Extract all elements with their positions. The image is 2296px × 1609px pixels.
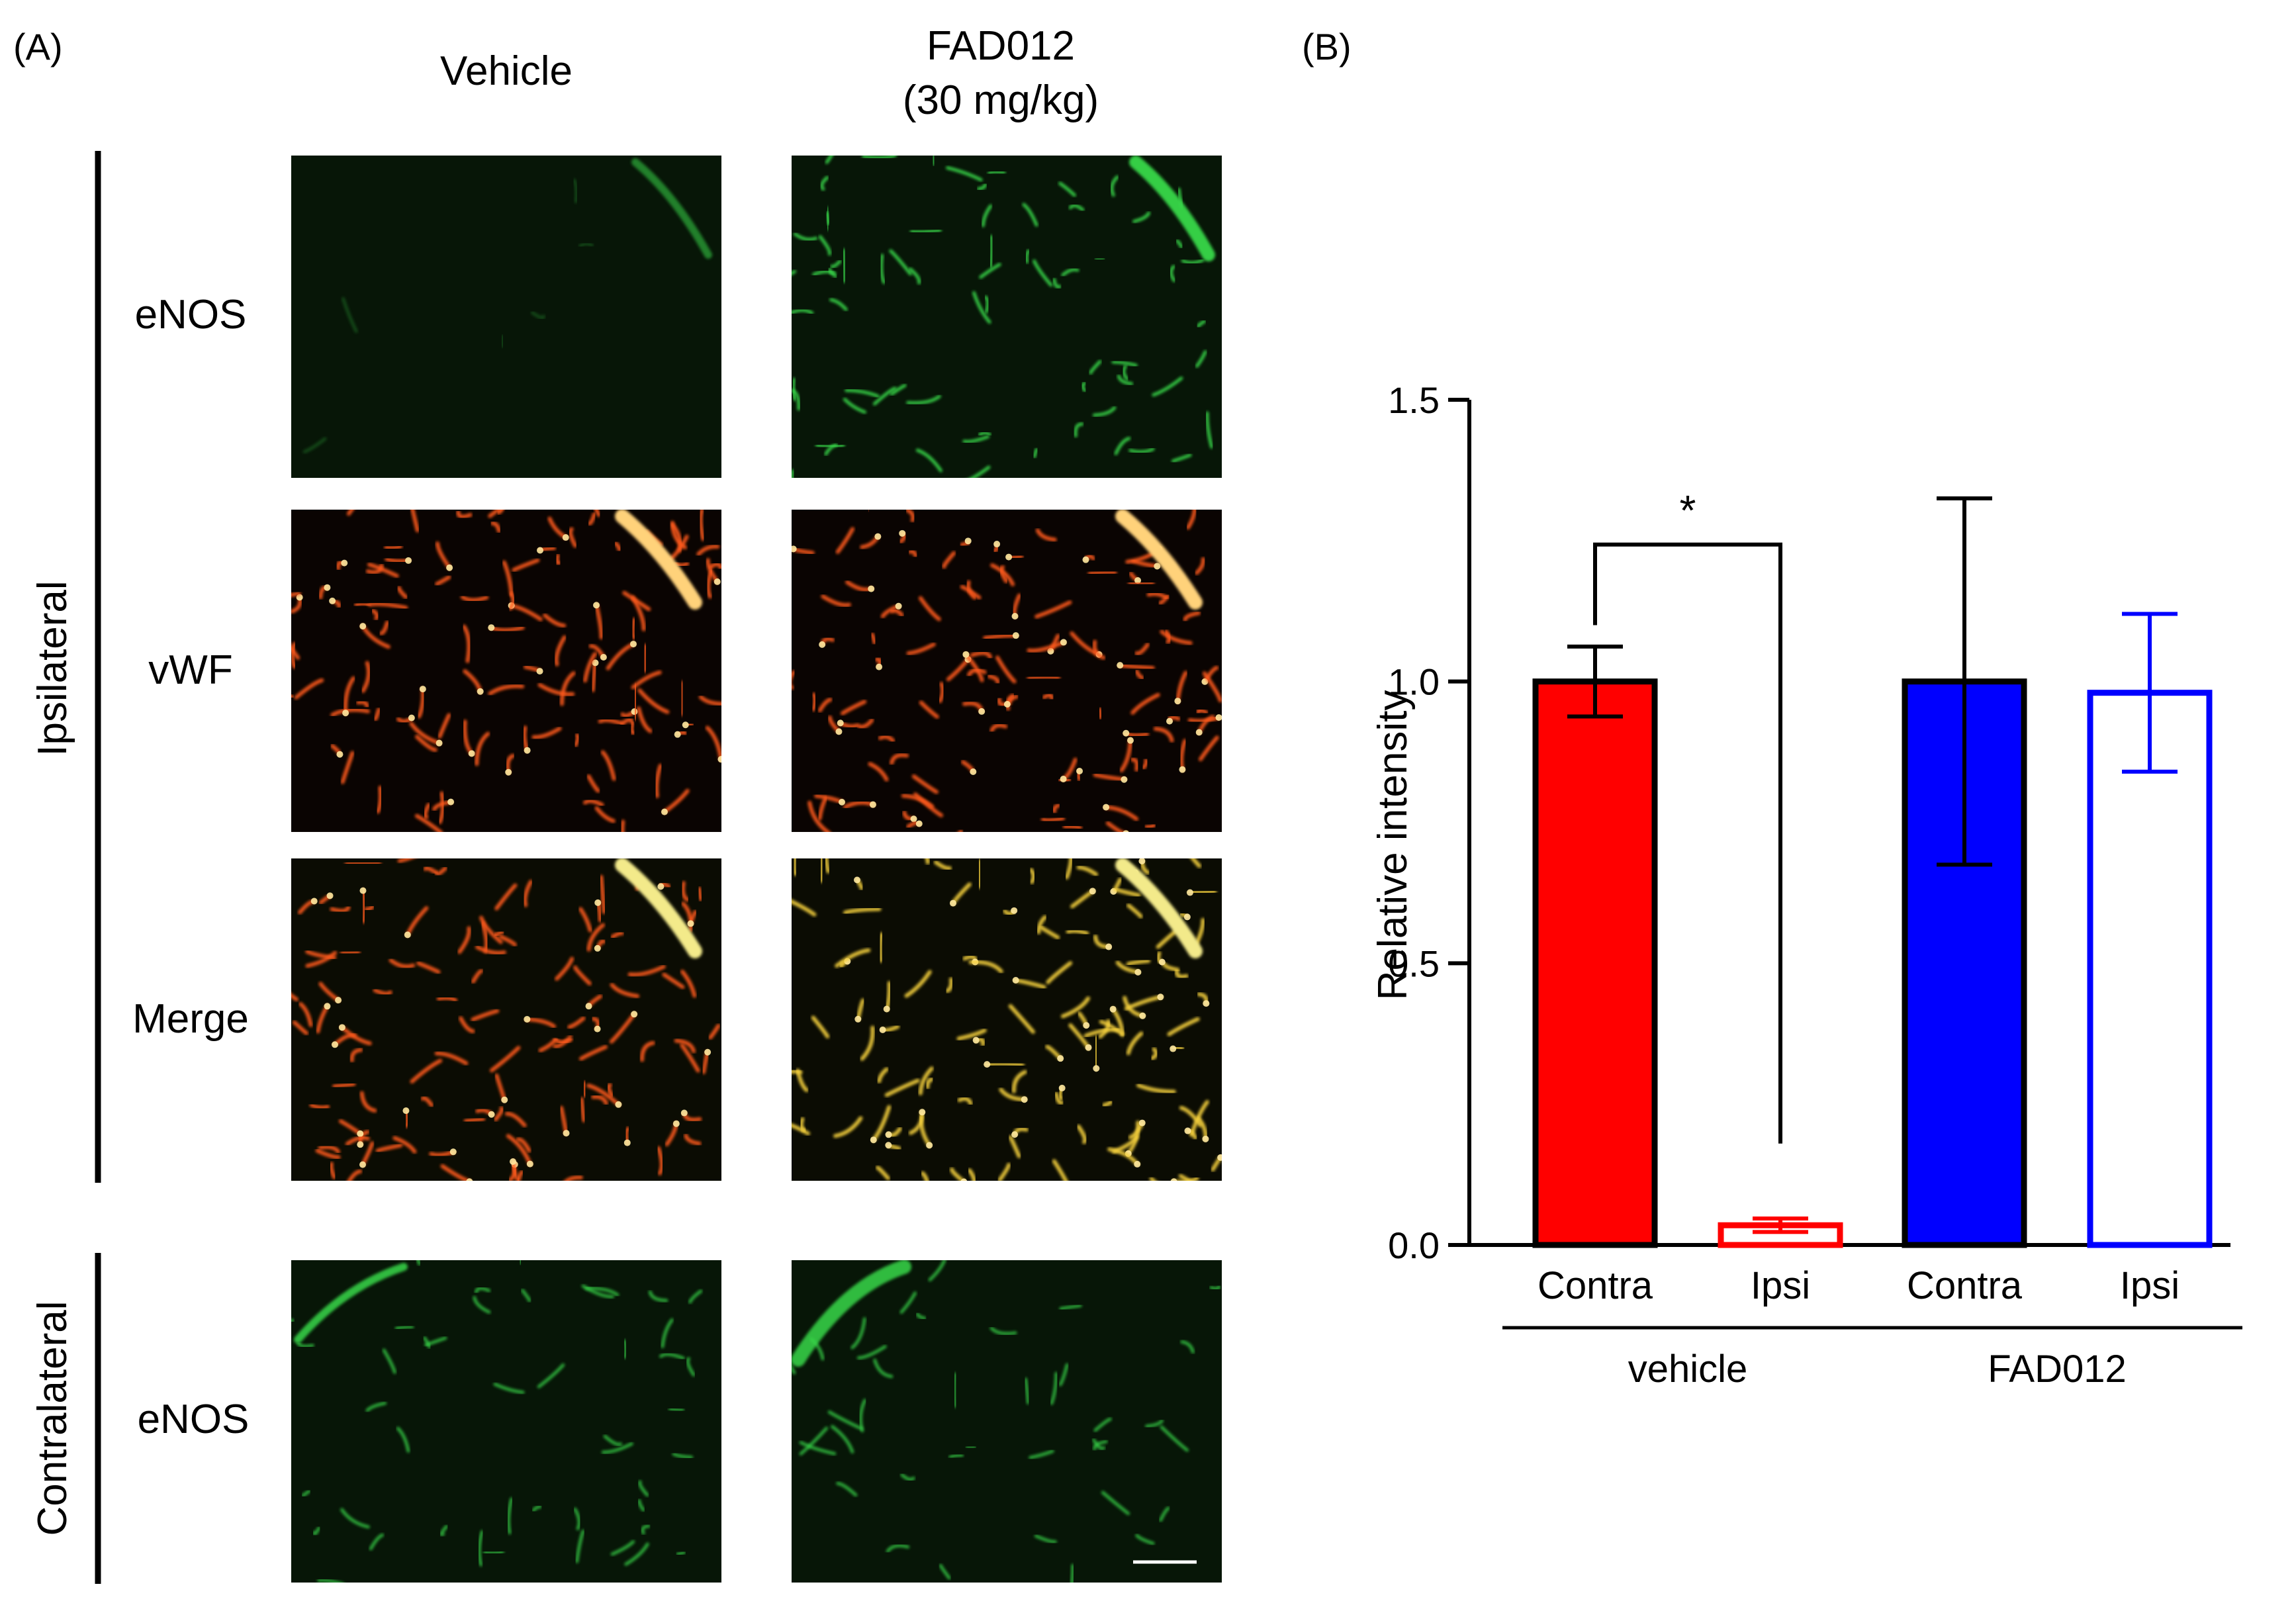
error-bar <box>2122 612 2178 774</box>
group-label: FAD012 <box>1988 1348 2127 1391</box>
micrograph-vwf-fad012 <box>792 510 1222 832</box>
micrograph-merge-vehicle <box>291 858 721 1181</box>
x-tick-label: Contra <box>1538 1264 1653 1307</box>
y-tick-label: 1.0 <box>1388 661 1440 703</box>
x-tick-label: Contra <box>1907 1264 2023 1307</box>
error-bar <box>1937 496 1992 867</box>
micrograph-merge-fad012 <box>792 858 1222 1181</box>
group-label-ipsilateral: Ipsilateral <box>30 580 75 756</box>
micrograph-enos-vehicle <box>291 156 721 478</box>
micrograph-enos-contralateral-vehicle <box>291 1260 721 1583</box>
row-label-vwf: vWF <box>148 647 232 693</box>
y-tick-label: 1.5 <box>1388 379 1440 421</box>
column-header-dose: (30 mg/kg) <box>903 77 1099 123</box>
column-header-fad012: FAD012 <box>927 23 1075 69</box>
y-tick-label: 0.5 <box>1388 942 1440 984</box>
error-bar <box>1567 644 1623 719</box>
group-label-contralateral: Contralateral <box>30 1301 75 1536</box>
micrograph-vwf-vehicle <box>291 510 721 832</box>
group-label: vehicle <box>1628 1348 1748 1391</box>
y-tick-label: 0.0 <box>1388 1224 1440 1266</box>
bar <box>2087 690 2213 1248</box>
y-axis-label: Relative intensity <box>1370 690 1416 1001</box>
bar <box>1532 678 1658 1248</box>
row-label-merge: Merge <box>132 996 249 1042</box>
error-bar <box>1753 1216 1808 1234</box>
significance-marker: * <box>1680 486 1696 534</box>
panel-b-label: (B) <box>1302 26 1352 68</box>
row-label-enos: eNOS <box>135 292 247 338</box>
x-tick-label: Ipsi <box>1751 1264 1810 1307</box>
x-tick-label: Ipsi <box>2120 1264 2180 1307</box>
micrograph-enos-fad012 <box>792 156 1222 478</box>
row-label-enos-contralateral: eNOS <box>138 1397 250 1442</box>
significance-bracket <box>1593 542 1782 1144</box>
panel-a-label: (A) <box>13 26 63 68</box>
column-header-vehicle: Vehicle <box>440 48 573 94</box>
micrograph-enos-contralateral-fad012 <box>792 1260 1222 1583</box>
